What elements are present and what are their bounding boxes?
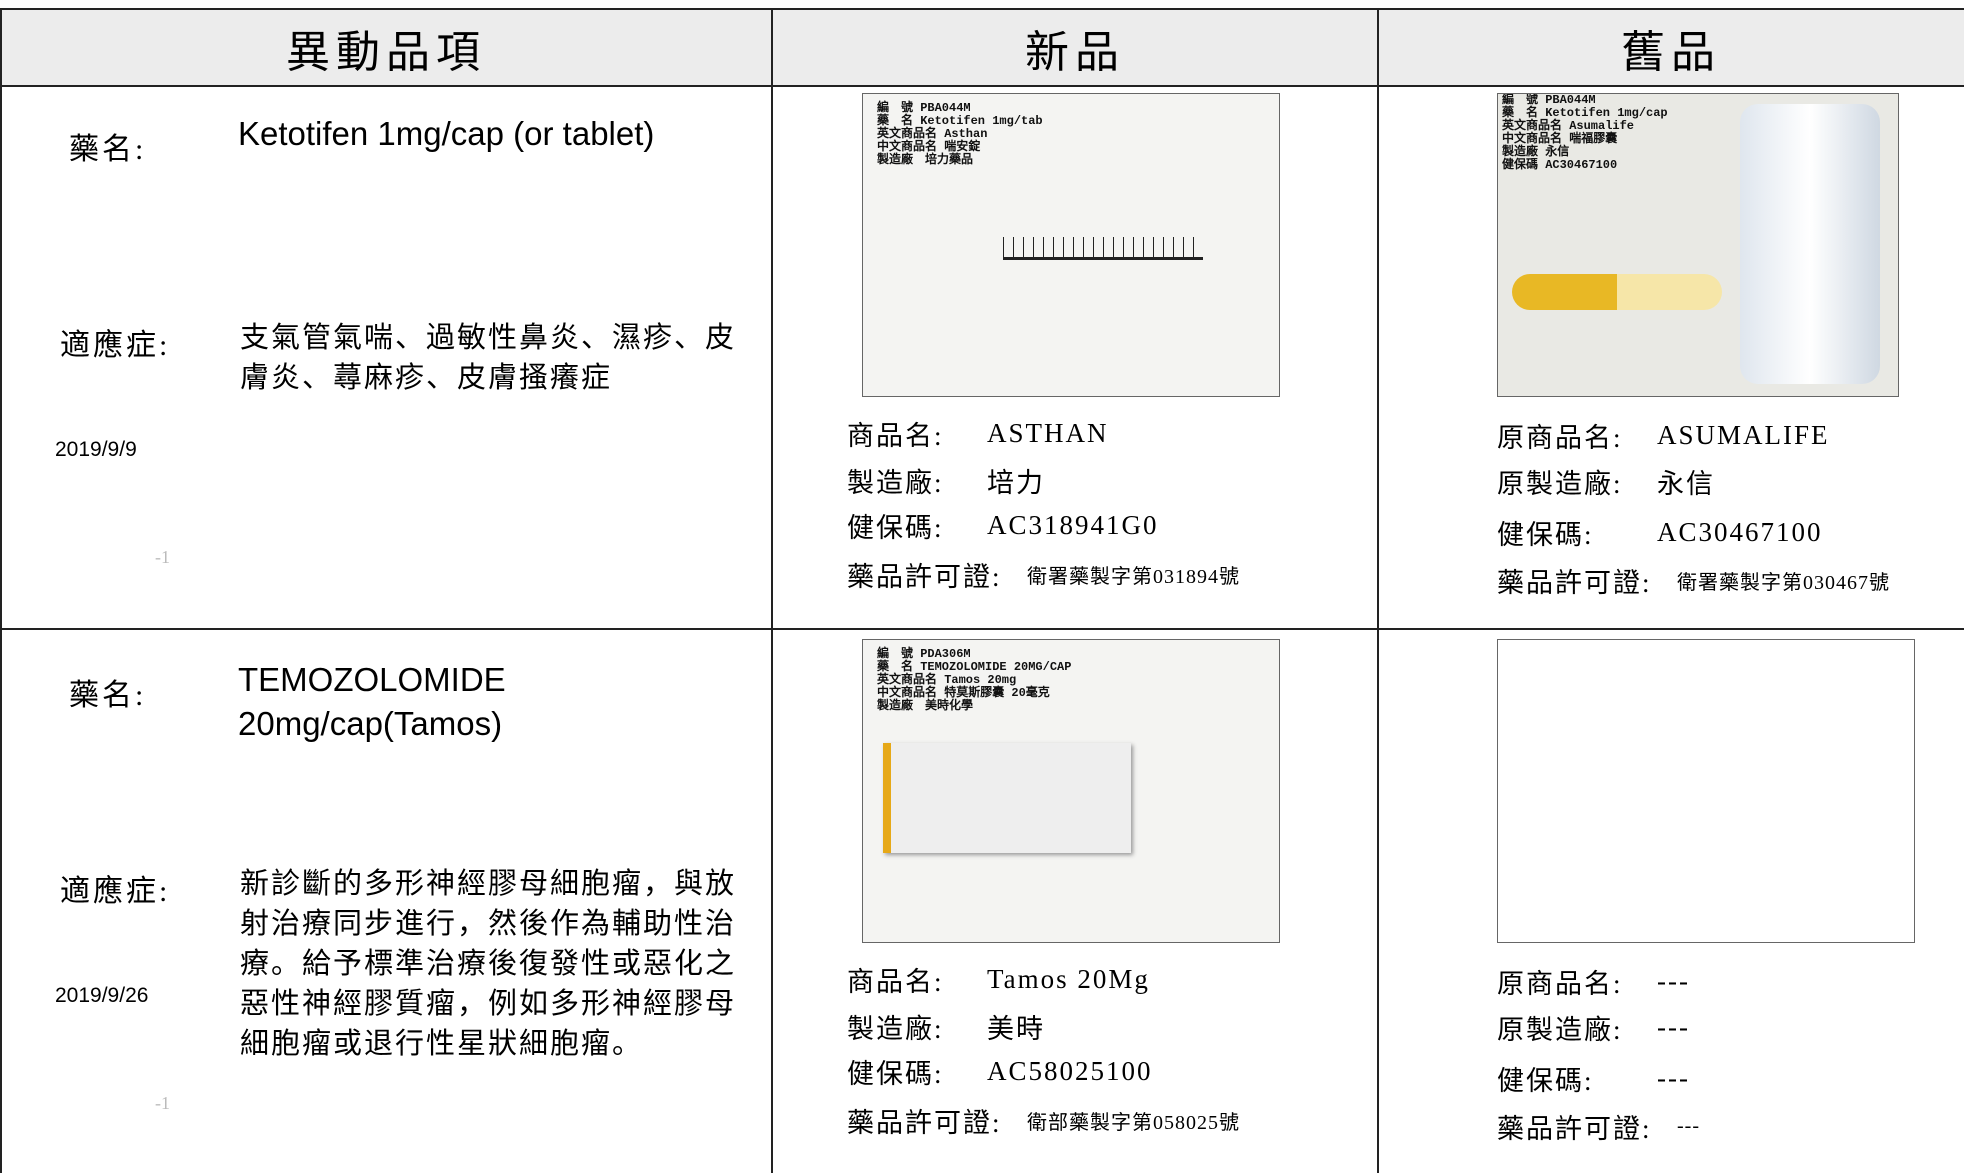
rule xyxy=(771,8,773,1173)
photo-caption: 藥 名 TEMOZOLOMIDE 20MG/CAP xyxy=(877,660,1072,674)
field-value: AC318941G0 xyxy=(987,509,1159,540)
field-label: 藥品許可證: xyxy=(1497,567,1652,598)
note: -1 xyxy=(155,547,170,567)
photo-object xyxy=(1740,104,1880,384)
field-label: 健保碼: xyxy=(847,512,944,543)
field: 健保碼: AC30467100 xyxy=(1497,510,1823,554)
field: 藥品許可證: 衛署藥製字第030467號 xyxy=(1497,558,1890,602)
photo-caption: 製造廠 美時化學 xyxy=(877,699,974,713)
photo-caption: 藥 名 Ketotifen 1mg/cap xyxy=(1502,106,1668,120)
photo-caption: 英文商品名 Asthan xyxy=(877,127,988,141)
photo-object xyxy=(1003,207,1203,260)
product-photo xyxy=(1497,639,1915,943)
field-value: --- xyxy=(1657,1062,1690,1093)
field: 健保碼: --- xyxy=(1497,1056,1690,1100)
field: 製造廠: 培力 xyxy=(847,458,1045,502)
drug-name: Ketotifen 1mg/cap (or tablet) xyxy=(238,115,655,152)
photo-caption: 製造廠 永信 xyxy=(1502,145,1570,159)
field-label: 健保碼: xyxy=(1497,519,1594,550)
field-label: 原商品名: xyxy=(1497,422,1623,453)
field-label: 原製造廠: xyxy=(1497,468,1623,499)
field-label: 原製造廠: xyxy=(1497,1014,1623,1045)
field-value: 美時 xyxy=(987,1013,1045,1044)
field-value: --- xyxy=(1657,965,1690,996)
photo-caption: 中文商品名 喘福膠囊 xyxy=(1502,132,1618,146)
field-label: 製造廠: xyxy=(847,467,944,498)
field: 商品名: Tamos 20Mg xyxy=(847,957,1150,1001)
field-value: --- xyxy=(1677,1114,1700,1137)
photo-caption: 編 號 PBA044M xyxy=(1502,93,1596,107)
field-label: 藥品許可證: xyxy=(1497,1113,1652,1144)
indication: 支氣管氣喘、過敏性鼻炎、濕疹、皮膚炎、蕁麻疹、皮膚搔癢症 xyxy=(240,322,737,394)
photo-caption: 英文商品名 Tamos 20mg xyxy=(877,673,1017,687)
header-cell: 舊品 xyxy=(1378,10,1964,85)
note: -1 xyxy=(155,1093,170,1113)
drug-name: TEMOZOLOMIDE 20mg/cap(Tamos) xyxy=(238,661,506,742)
field-value: AC30467100 xyxy=(1657,516,1823,547)
field-value: 永信 xyxy=(1657,468,1715,499)
photo-object xyxy=(1512,274,1722,310)
field-label: 藥品許可證: xyxy=(847,1107,1002,1138)
rule xyxy=(0,628,1964,630)
field-label: 製造廠: xyxy=(847,1013,944,1044)
rule xyxy=(1377,8,1379,1173)
product-photo: 編 號 PBA044M 藥 名 Ketotifen 1mg/cap 英文商品名 As… xyxy=(1497,93,1899,397)
drug-label: 藥名: xyxy=(69,679,147,712)
field: 健保碼: AC318941G0 xyxy=(847,503,1159,547)
indication: 新診斷的多形神經膠母細胞瘤，與放射治療同步進行，然後作為輔助性治療。給予標準治療… xyxy=(240,868,737,1060)
field-value: --- xyxy=(1657,1011,1690,1042)
header-cell: 新品 xyxy=(772,10,1378,85)
field-label: 藥品許可證: xyxy=(847,561,1002,592)
date: 2019/9/9 xyxy=(55,438,137,461)
photo-caption: 英文商品名 Asumalife xyxy=(1502,119,1635,133)
field-label: 健保碼: xyxy=(1497,1065,1594,1096)
photo-object xyxy=(883,743,1131,853)
field: 原商品名: ASUMALIFE xyxy=(1497,413,1830,457)
photo-caption: 編 號 PDA306M xyxy=(877,647,971,661)
field-label: 健保碼: xyxy=(847,1058,944,1089)
photo-caption: 中文商品名 喘安錠 xyxy=(877,140,981,154)
photo-caption: 製造廠 培力藥品 xyxy=(877,153,974,167)
field-value: ASTHAN xyxy=(987,417,1109,448)
field: 健保碼: AC58025100 xyxy=(847,1049,1153,1093)
rule xyxy=(0,8,1964,10)
date: 2019/9/26 xyxy=(55,984,149,1007)
product-photo: 編 號 PBA044M 藥 名 Ketotifen 1mg/tab 英文商品名 As… xyxy=(862,93,1280,397)
rule xyxy=(0,8,2,1173)
field-value: 衛署藥製字第031894號 xyxy=(1027,565,1240,588)
field-label: 商品名: xyxy=(847,966,944,997)
field: 藥品許可證: --- xyxy=(1497,1104,1700,1148)
field-value: 培力 xyxy=(987,467,1045,498)
indication-label: 適應症: xyxy=(60,329,171,362)
field: 藥品許可證: 衛署藥製字第031894號 xyxy=(847,552,1240,596)
header-cell: 異動品項 xyxy=(0,10,772,85)
field-value: 衛部藥製字第058025號 xyxy=(1027,1111,1240,1134)
field-value: AC58025100 xyxy=(987,1055,1153,1086)
field: 藥品許可證: 衛部藥製字第058025號 xyxy=(847,1098,1240,1142)
field-label: 商品名: xyxy=(847,420,944,451)
field-label: 原商品名: xyxy=(1497,968,1623,999)
drug-label: 藥名: xyxy=(69,133,147,166)
field-value: Tamos 20Mg xyxy=(987,963,1150,994)
field: 原製造廠: 永信 xyxy=(1497,459,1715,503)
product-photo: 編 號 PDA306M 藥 名 TEMOZOLOMIDE 20MG/CAP 英文商品… xyxy=(862,639,1280,943)
field: 原製造廠: --- xyxy=(1497,1005,1690,1049)
field-value: 衛署藥製字第030467號 xyxy=(1677,571,1890,594)
photo-caption: 藥 名 Ketotifen 1mg/tab xyxy=(877,114,1043,128)
field: 原商品名: --- xyxy=(1497,959,1690,1003)
photo-caption: 健保碼 AC30467100 xyxy=(1502,158,1618,172)
field: 商品名: ASTHAN xyxy=(847,411,1109,455)
indication-label: 適應症: xyxy=(60,875,171,908)
field: 製造廠: 美時 xyxy=(847,1004,1045,1048)
photo-caption: 編 號 PBA044M xyxy=(877,101,971,115)
rule xyxy=(0,85,1964,87)
photo-caption: 中文商品名 特莫斯膠囊 20毫克 xyxy=(877,686,1050,700)
field-value: ASUMALIFE xyxy=(1657,419,1830,450)
